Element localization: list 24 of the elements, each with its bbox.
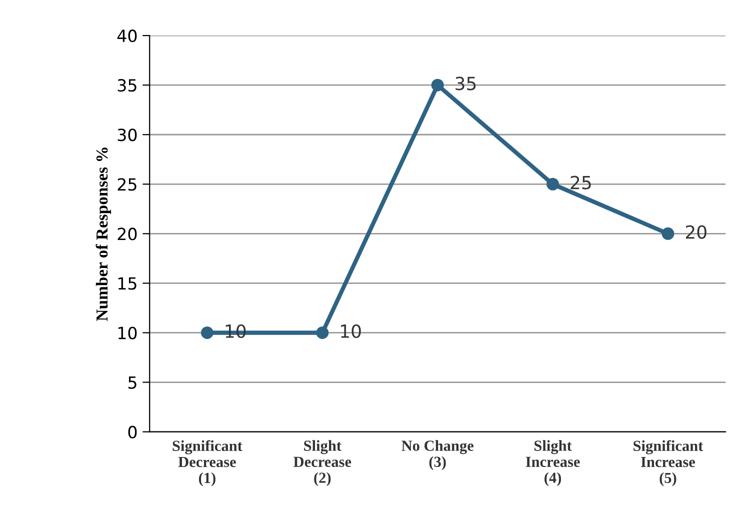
data-label: 20 <box>686 225 706 239</box>
y-tick-label: 40 <box>117 30 137 42</box>
point <box>200 326 214 339</box>
data-label: 25 <box>570 176 591 190</box>
y-axis-title: Number of Responses % <box>96 148 112 321</box>
y-tick-label: 15 <box>118 277 136 290</box>
y-tick-label: 35 <box>118 79 136 92</box>
point <box>431 78 444 92</box>
y-tick-label: 30 <box>118 128 137 142</box>
x-tick-label: Significant Increase (5) <box>634 440 704 486</box>
y-tick-label: 10 <box>118 326 137 340</box>
data-label: 10 <box>341 324 361 338</box>
x-tick-label: Slight Decrease (2) <box>294 440 352 486</box>
point <box>546 178 560 190</box>
y-tick-label: 5 <box>128 376 136 389</box>
y-tick-label: 0 <box>128 426 137 438</box>
point <box>316 326 329 339</box>
x-tick-label: No Change (3) <box>402 440 474 470</box>
y-tick-label: 25 <box>118 178 136 191</box>
data-label: 35 <box>456 76 476 90</box>
point <box>662 227 674 240</box>
x-tick-label: Significant Decrease (1) <box>172 440 242 486</box>
x-tick-label: Slight Increase (4) <box>526 440 580 486</box>
y-tick-label: 20 <box>118 228 137 240</box>
